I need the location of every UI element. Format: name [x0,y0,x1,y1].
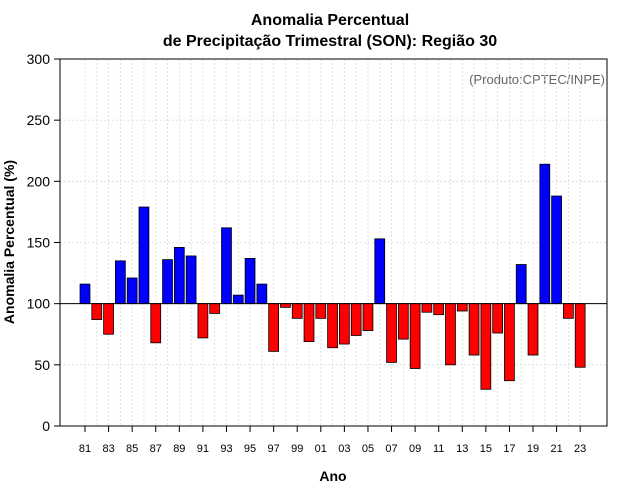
bar-90 [185,255,197,305]
bar-02 [327,303,338,349]
bar-86 [138,206,150,305]
bar-83 [103,303,114,335]
bar-19 [527,303,539,356]
bar-03 [339,303,350,345]
bar-08 [397,303,409,340]
bar-15 [480,303,492,390]
bar-01 [315,303,327,319]
y-tick-label: 200 [27,173,51,189]
bar-13 [456,303,468,312]
y-tick-label: 100 [27,296,51,312]
x-tick-label: 13 [456,443,468,455]
x-tick-label: 03 [338,443,350,455]
x-tick-label: 19 [527,443,539,455]
bar-82 [91,303,103,320]
x-tick-label: 97 [268,443,280,455]
bar-85 [126,277,138,305]
bar-95 [244,258,256,305]
bar-18 [515,264,527,305]
bar-22 [563,303,574,319]
x-tick-label: 81 [79,443,91,455]
x-tick-label: 95 [244,443,256,455]
x-tick-label: 87 [150,443,162,455]
bar-10 [421,303,433,313]
x-tick-label: 17 [503,443,515,455]
bar-89 [173,246,185,305]
bar-05 [362,303,374,331]
bar-07 [386,303,397,363]
x-tick-label: 09 [409,443,421,455]
x-tick-label: 07 [385,443,397,455]
x-tick-label: 91 [197,443,209,455]
bar-21 [551,195,562,305]
bar-04 [350,303,362,336]
y-tick-label: 50 [34,357,50,373]
chart-title-line2: de Precipitação Trimestral (SON): Região… [163,33,497,50]
bar-97 [268,303,279,352]
x-tick-label: 05 [362,443,374,455]
bar-23 [574,303,586,368]
x-tick-label: 89 [173,443,185,455]
bar-88 [162,259,173,305]
bar-96 [256,283,268,305]
bar-91 [197,303,209,339]
bar-00 [303,303,315,342]
x-tick-label: 99 [291,443,303,455]
bar-20 [539,163,551,305]
x-tick-label: 01 [315,443,327,455]
bar-16 [492,303,504,334]
bar-94 [232,294,244,305]
bar-87 [150,303,162,344]
bars-layer [79,163,586,390]
y-tick-label: 0 [42,418,50,434]
x-tick-label: 11 [433,443,444,455]
bar-17 [504,303,515,382]
x-tick-label: 93 [220,443,232,455]
x-tick-label: 83 [102,443,114,455]
y-axis-label: Anomalia Percentual (%) [1,160,17,324]
bar-92 [209,303,221,314]
chart-title-line1: Anomalia Percentual [251,12,409,29]
x-tick-label: 23 [574,443,586,455]
bar-09 [409,303,421,369]
bar-98 [280,303,291,308]
bar-81 [79,283,91,305]
bar-12 [445,303,456,366]
credit-text: (Produto:CPTEC/INPE) [469,72,605,87]
bar-99 [291,303,303,319]
x-tick-label: 21 [550,443,562,455]
bar-84 [115,260,126,305]
bar-93 [221,227,232,305]
x-tick-label: 15 [480,443,492,455]
y-tick-label: 300 [27,51,51,67]
bar-06 [374,238,386,305]
bar-11 [433,303,445,316]
y-tick-label: 150 [27,235,51,251]
bar-14 [468,303,480,356]
y-tick-label: 250 [27,112,51,128]
x-axis-label: Ano [319,468,346,484]
x-tick-label: 85 [126,443,138,455]
